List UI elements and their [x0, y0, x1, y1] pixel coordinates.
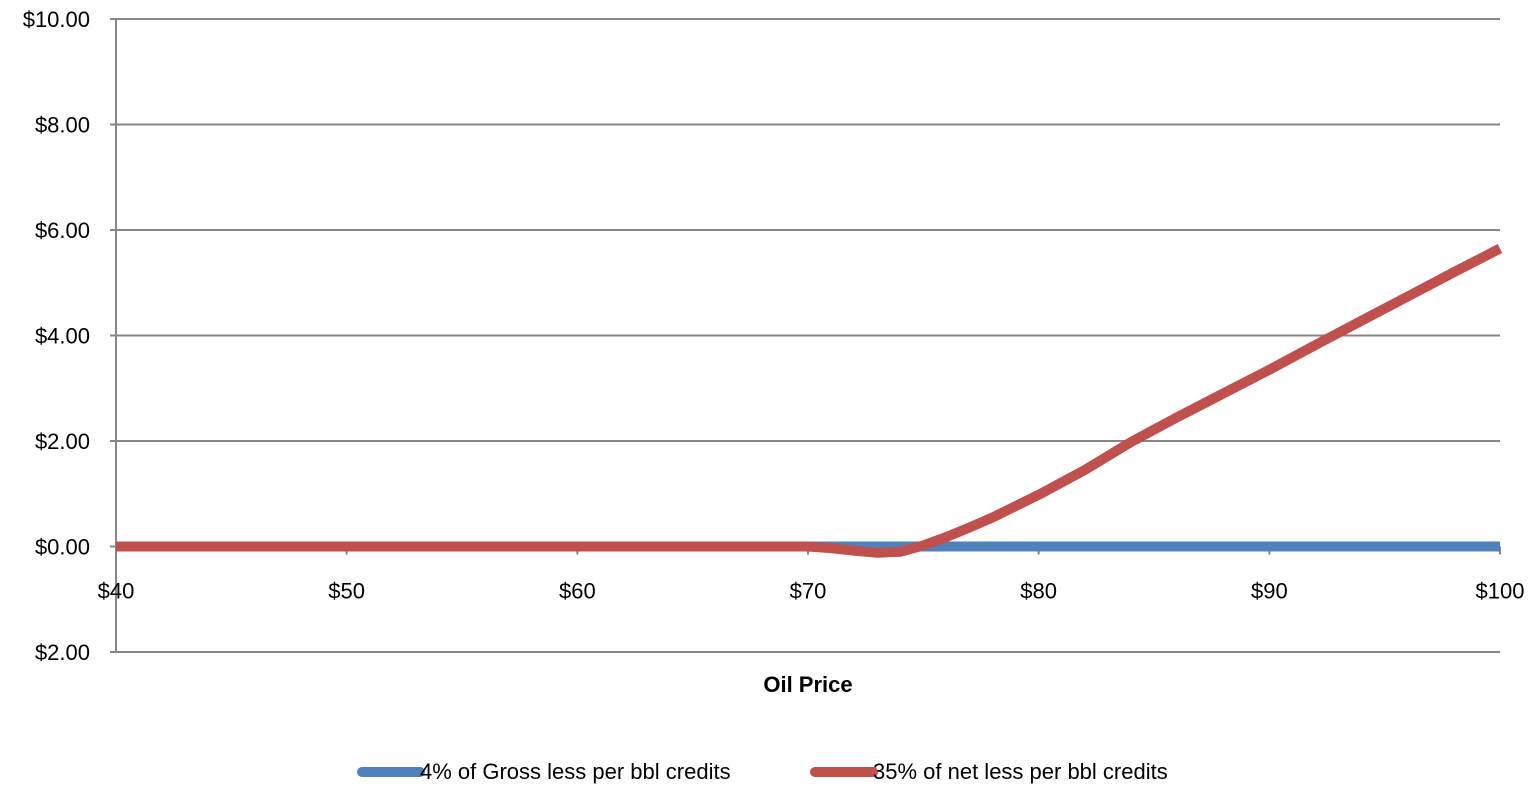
x-tick-label: $70 [790, 579, 827, 604]
x-axis-title: Oil Price [763, 672, 852, 697]
y-tick-label: $10.00 [23, 7, 90, 32]
y-tick-label: $6.00 [35, 218, 90, 243]
y-tick-label: $4.00 [35, 324, 90, 349]
y-tick-label: $8.00 [35, 113, 90, 138]
legend-label: 4% of Gross less per bbl credits [420, 759, 731, 784]
x-tick-label: $100 [1476, 579, 1525, 604]
y-tick-label: $2.00 [35, 429, 90, 454]
y-tick-label: $0.00 [35, 535, 90, 560]
x-tick-label: $40 [98, 579, 135, 604]
y-tick-labels: $2.00 $0.00 $2.00 $4.00 $6.00 $8.00 $10.00 [23, 7, 90, 665]
series-lines [116, 244, 1503, 558]
x-tick-label: $60 [559, 579, 596, 604]
x-tick-label: $80 [1020, 579, 1057, 604]
x-tick-label: $90 [1251, 579, 1288, 604]
gridlines [110, 18, 1500, 653]
legend-item-1: 4% of Gross less per bbl credits [357, 759, 731, 784]
x-tick-label: $50 [328, 579, 365, 604]
legend-item-2: 35% of net less per bbl credits [810, 759, 1168, 784]
y-tick-label: $2.00 [35, 640, 90, 665]
series-line-2 [116, 244, 1503, 558]
x-tick-labels: $40 $50 $60 $70 $80 $90 $100 [98, 579, 1525, 604]
legend-label: 35% of net less per bbl credits [873, 759, 1168, 784]
legend: 4% of Gross less per bbl credits 35% of n… [357, 759, 1168, 784]
